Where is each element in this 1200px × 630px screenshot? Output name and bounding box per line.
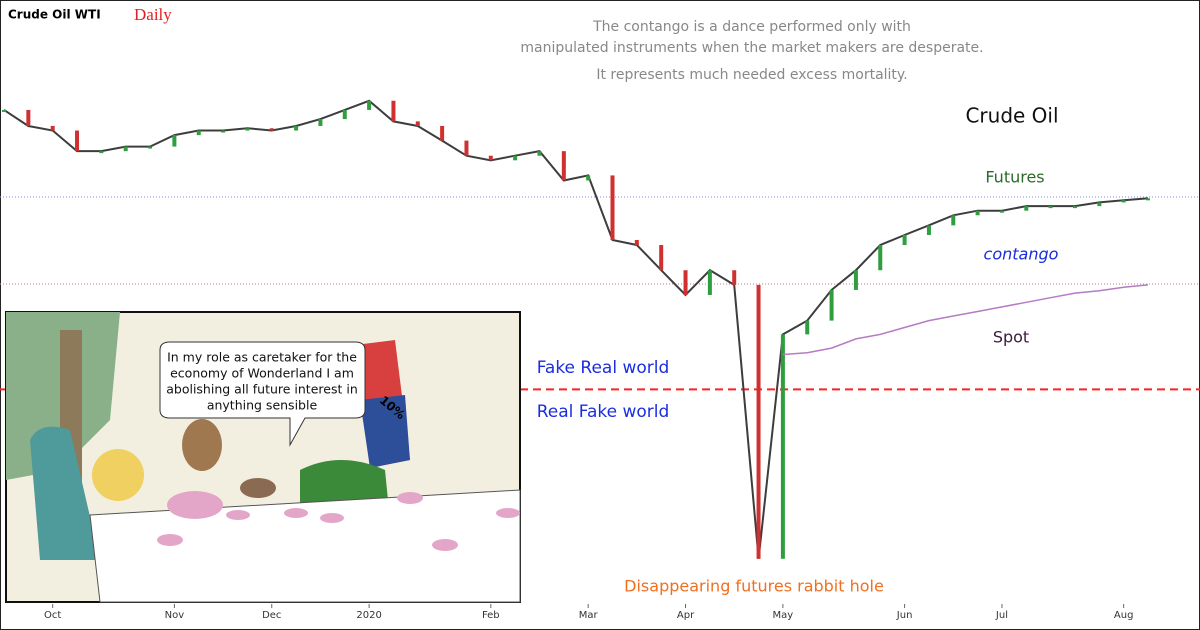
candle bbox=[707, 270, 712, 295]
cup bbox=[397, 492, 423, 504]
annotation: contango bbox=[984, 245, 1059, 264]
candle bbox=[878, 245, 883, 271]
candle bbox=[245, 128, 250, 131]
speech-text: anything sensible bbox=[207, 398, 318, 413]
x-tick-label: 2020 bbox=[356, 610, 381, 621]
candle bbox=[294, 125, 299, 131]
candle bbox=[99, 151, 104, 154]
x-tick-label: Nov bbox=[165, 610, 185, 621]
chart-subtitle: Daily bbox=[134, 5, 172, 24]
annotation: Spot bbox=[993, 328, 1029, 347]
candle bbox=[805, 320, 810, 335]
hare bbox=[182, 419, 222, 471]
series-line bbox=[782, 284, 1149, 356]
candle bbox=[50, 125, 55, 131]
candle bbox=[1072, 206, 1077, 209]
candle bbox=[342, 109, 347, 120]
candle bbox=[318, 119, 323, 126]
annotation: Fake Real world bbox=[537, 358, 670, 378]
armchair bbox=[30, 426, 100, 560]
candle bbox=[926, 225, 931, 235]
candle bbox=[221, 130, 226, 133]
annotation: Real Fake world bbox=[537, 402, 670, 422]
candle bbox=[586, 175, 591, 181]
teapot bbox=[167, 491, 223, 519]
candle bbox=[1121, 200, 1126, 203]
candle bbox=[1146, 198, 1150, 201]
annotation: Disappearing futures rabbit hole bbox=[624, 577, 884, 596]
candle bbox=[634, 240, 639, 246]
candle bbox=[756, 284, 761, 559]
candle bbox=[537, 151, 542, 156]
candle bbox=[902, 234, 907, 246]
candle bbox=[269, 128, 274, 131]
candle bbox=[464, 140, 469, 156]
quote: The contango is a dance performed only w… bbox=[592, 19, 911, 35]
cup bbox=[226, 510, 250, 520]
cup bbox=[320, 513, 344, 523]
series-line bbox=[3, 99, 1149, 559]
candle bbox=[391, 100, 396, 122]
cup bbox=[284, 508, 308, 518]
x-tick-label: Jul bbox=[995, 610, 1008, 621]
candle bbox=[513, 155, 518, 161]
candle bbox=[1024, 206, 1029, 211]
candle bbox=[488, 155, 493, 161]
candle bbox=[75, 130, 80, 152]
speech-text: In my role as caretaker for the bbox=[167, 350, 357, 365]
candle bbox=[683, 270, 688, 295]
cup bbox=[157, 534, 183, 546]
candle bbox=[975, 210, 980, 216]
x-tick-label: May bbox=[773, 610, 794, 621]
x-tick-label: Mar bbox=[579, 610, 599, 621]
candle bbox=[1097, 202, 1102, 207]
candle bbox=[367, 100, 372, 110]
speech-text: abolishing all future interest in bbox=[166, 382, 358, 397]
quote: It represents much needed excess mortali… bbox=[596, 67, 907, 83]
annotation: Crude Oil bbox=[965, 104, 1058, 128]
chart-title: Crude Oil WTI bbox=[8, 8, 101, 22]
candle bbox=[951, 215, 956, 226]
cup bbox=[496, 508, 520, 518]
candle bbox=[853, 270, 858, 290]
candle bbox=[659, 245, 664, 271]
candle bbox=[196, 130, 201, 136]
candle bbox=[732, 270, 737, 285]
candle bbox=[26, 109, 31, 126]
hat-band bbox=[360, 395, 410, 468]
candle bbox=[148, 146, 153, 149]
candle bbox=[440, 125, 445, 141]
x-tick-label: Dec bbox=[262, 610, 281, 621]
speech-bubble bbox=[159, 341, 366, 447]
candle bbox=[415, 121, 420, 126]
x-tick-label: Jun bbox=[896, 610, 913, 621]
candle bbox=[1048, 206, 1053, 209]
candle bbox=[829, 289, 834, 321]
candle bbox=[172, 135, 177, 147]
speech-text: economy of Wonderland I am bbox=[170, 366, 354, 381]
annotation: Futures bbox=[985, 168, 1044, 187]
alice bbox=[92, 449, 144, 501]
x-tick-label: Apr bbox=[677, 610, 695, 621]
x-tick-label: Feb bbox=[482, 610, 500, 621]
quote: manipulated instruments when the market … bbox=[520, 40, 983, 56]
x-tick-label: Aug bbox=[1114, 610, 1134, 621]
cup bbox=[432, 539, 458, 551]
candle bbox=[610, 175, 615, 240]
candle bbox=[2, 109, 6, 112]
candle bbox=[999, 210, 1004, 213]
cartoon: 10% In my role as caretaker for theecono… bbox=[5, 311, 521, 603]
dormouse bbox=[240, 478, 276, 498]
candle bbox=[123, 146, 128, 152]
candle bbox=[780, 334, 785, 559]
candle bbox=[561, 151, 566, 181]
x-tick-label: Oct bbox=[44, 610, 61, 621]
